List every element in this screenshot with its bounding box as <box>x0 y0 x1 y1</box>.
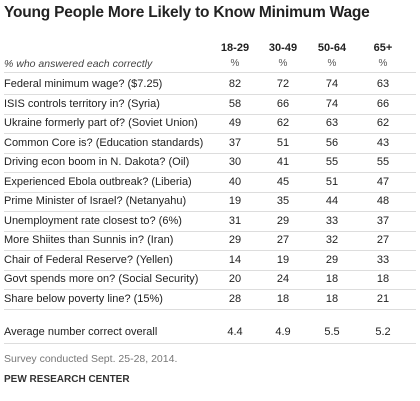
source: PEW RESEARCH CENTER <box>4 374 130 385</box>
cell: 66 <box>376 97 390 110</box>
subtitle: % who answered each correctly <box>4 58 153 70</box>
cell: 74 <box>325 97 339 110</box>
cell: 37 <box>376 214 390 227</box>
rule <box>4 230 416 232</box>
cell: 37 <box>228 136 242 149</box>
row-label: Experienced Ebola outbreak? (Liberia) <box>4 175 192 188</box>
cell: 33 <box>325 214 339 227</box>
row-label: Chair of Federal Reserve? (Yellen) <box>4 253 173 266</box>
cell: 18 <box>325 292 339 305</box>
cell: 44 <box>325 195 339 207</box>
rule <box>4 133 416 134</box>
rule <box>4 343 416 344</box>
cell: 48 <box>376 195 390 207</box>
cell: 43 <box>376 136 390 149</box>
row-label: Ukraine formerly part of? (Soviet Union) <box>4 117 198 129</box>
cell: 40 <box>228 175 242 188</box>
cell: 63 <box>376 78 390 90</box>
cell: 28 <box>228 292 242 305</box>
cell: 29 <box>228 234 242 246</box>
column-header: 30-49 <box>268 42 298 54</box>
cell: 18 <box>325 273 339 285</box>
cell: 20 <box>228 273 242 285</box>
cell: 55 <box>325 156 339 168</box>
cell: 31 <box>228 214 242 227</box>
cell: 19 <box>228 195 242 207</box>
cell: 56 <box>325 136 339 149</box>
cell: 51 <box>325 175 339 188</box>
unit: % <box>278 58 288 69</box>
cell: 55 <box>376 156 390 168</box>
cell: 62 <box>376 117 390 129</box>
cell: 14 <box>228 253 242 266</box>
cell: 27 <box>376 234 390 246</box>
row-label: Share below poverty line? (15%) <box>4 292 163 305</box>
rule <box>4 72 416 73</box>
rule <box>4 94 416 95</box>
rule <box>4 269 416 271</box>
note: Survey conducted Sept. 25-28, 2014. <box>4 353 178 365</box>
rule <box>4 152 416 154</box>
cell: 62 <box>276 117 290 129</box>
title: Young People More Likely to Know Minimum… <box>4 4 370 21</box>
cell: 66 <box>276 97 290 110</box>
rule <box>4 113 416 115</box>
cell: 30 <box>228 156 242 168</box>
cell: 72 <box>276 78 290 90</box>
cell: 35 <box>276 195 290 207</box>
rule <box>4 289 416 290</box>
cell: 41 <box>276 156 290 168</box>
cell: 18 <box>376 273 390 285</box>
column-header: 65+ <box>373 42 393 54</box>
cell: 49 <box>228 117 242 129</box>
cell: 33 <box>376 253 390 266</box>
cell: 29 <box>325 253 339 266</box>
summary-cell: 4.9 <box>275 326 291 338</box>
rule <box>4 172 416 173</box>
cell: 18 <box>276 292 290 305</box>
cell: 82 <box>228 78 242 90</box>
cell: 29 <box>276 214 290 227</box>
cell: 74 <box>325 78 339 90</box>
cell: 19 <box>276 253 290 266</box>
cell: 24 <box>276 273 290 285</box>
summary-label: Average number correct overall <box>4 326 158 338</box>
row-label: ISIS controls territory in? (Syria) <box>4 97 160 110</box>
row-label: Prime Minister of Israel? (Netanyahu) <box>4 195 187 207</box>
cell: 51 <box>276 136 290 149</box>
cell: 63 <box>325 117 339 129</box>
unit: % <box>230 58 240 69</box>
rule <box>4 211 416 212</box>
row-label: Unemployment rate closest to? (6%) <box>4 214 182 227</box>
rule <box>4 191 416 193</box>
rule <box>4 250 416 251</box>
row-label: More Shiites than Sunnis in? (Iran) <box>4 234 174 246</box>
row-label: Govt spends more on? (Social Security) <box>4 273 199 285</box>
row-label: Federal minimum wage? ($7.25) <box>4 78 163 90</box>
cell: 32 <box>325 234 339 246</box>
summary-cell: 4.4 <box>227 326 243 338</box>
cell: 58 <box>228 97 242 110</box>
cell: 45 <box>276 175 290 188</box>
unit: % <box>378 58 388 69</box>
cell: 21 <box>376 292 390 305</box>
summary-cell: 5.5 <box>324 326 340 338</box>
cell: 27 <box>276 234 290 246</box>
summary-cell: 5.2 <box>375 326 391 338</box>
row-label: Common Core is? (Education standards) <box>4 136 204 149</box>
cell: 47 <box>376 175 390 188</box>
row-label: Driving econ boom in N. Dakota? (Oil) <box>4 156 190 168</box>
rule <box>4 308 416 310</box>
column-header: 18-29 <box>220 42 250 54</box>
column-header: 50-64 <box>317 42 347 54</box>
unit: % <box>327 58 337 69</box>
